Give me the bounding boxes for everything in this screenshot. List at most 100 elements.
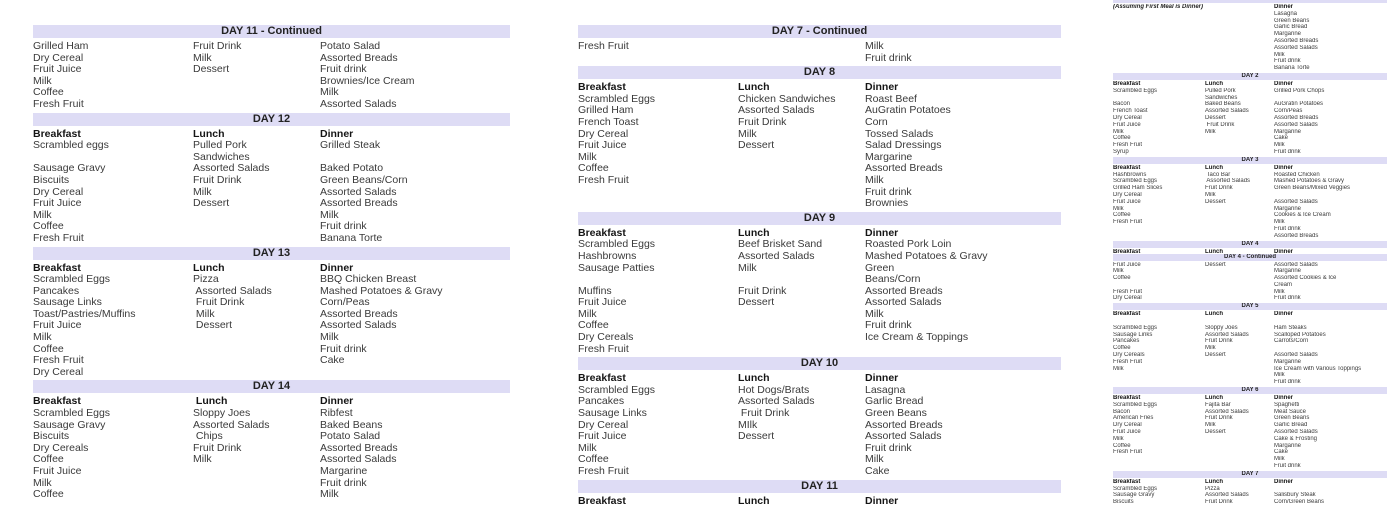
menu-item: Sandwiches (1205, 94, 1238, 101)
menu-row: Milk Milk (33, 210, 510, 222)
menu-row: Bacon Baked Beans AuGratin Potatoes (1113, 101, 1387, 108)
menu-item: Cake (865, 466, 890, 477)
menu-item: Assorted Salads (320, 186, 397, 198)
meal-columns-row: Breakfast Lunch Dinner (33, 263, 510, 275)
menu-item: Fruit drink (320, 64, 367, 76)
menu-item: Dessert (738, 140, 775, 152)
day-header: DAY 14 (33, 380, 510, 394)
menu-item: Fruit drink (1274, 148, 1301, 155)
menu-item: Fresh Fruit (33, 355, 84, 367)
menu-item: Syrup (1113, 148, 1129, 155)
meal-column-header: Lunch (738, 227, 770, 239)
menu-item: Scrambled Eggs (1113, 485, 1158, 492)
menu-item (738, 454, 865, 466)
menu-item: Scrambled Eggs (1113, 178, 1158, 185)
menu-item: Assorted Salads (1205, 408, 1249, 415)
menu-item: Fruit Drink (193, 174, 242, 186)
menu-item: Dessert (1205, 198, 1226, 205)
menu-row: Biscuits Fruit Drink Green Beans/Corn (33, 175, 510, 187)
menu-item (738, 443, 865, 455)
menu-item: Roast Beef (865, 93, 917, 105)
menu-item: Fresh Fruit (578, 343, 629, 355)
menu-item: Assorted Salads (1274, 44, 1318, 51)
menu-item: Dry Cereal (1113, 191, 1142, 198)
menu-row: Dry Cereal Milk Assorted Breads (33, 53, 510, 65)
menu-item: Bacon (1113, 101, 1131, 108)
menu-row: Fruit drink (1113, 226, 1387, 233)
menu-item (1274, 95, 1387, 102)
menu-row: Fruit Juice Dessert Assorted Salads (578, 297, 1061, 309)
menu-item: Milk (320, 209, 339, 221)
menu-row: Fruit drink (1113, 379, 1387, 386)
menu-item: Scrambled Eggs (1113, 324, 1158, 331)
menu-item: Sloppy Joes (1205, 324, 1238, 331)
menu-row: Coffee Assorted Breads (578, 163, 1061, 175)
meal-column-header: Lunch (1205, 248, 1223, 253)
menu-row: Coffee Milk (1113, 345, 1387, 352)
menu-row: Coffee Fruit drink (578, 320, 1061, 332)
menu-row: Hashbrowns Taco Bar Roasted Chicken (1113, 172, 1387, 179)
menu-item: Milk (193, 454, 212, 466)
menu-item: Cream (1274, 281, 1293, 288)
menu-item: French Toast (1113, 108, 1148, 115)
menu-row: Assorted Breads (1113, 233, 1387, 240)
menu-item: Sausage Gravy (1113, 492, 1155, 499)
menu-item: Scrambled Eggs (33, 274, 111, 286)
day-header: DAY 11 (578, 479, 1061, 493)
meal-columns-row: Breakfast Lunch Dinner (1113, 81, 1387, 88)
menu-item (1205, 45, 1274, 52)
menu-item: Assorted Salads (1274, 121, 1318, 128)
menu-item: Coffee (33, 454, 64, 466)
menu-item (738, 344, 865, 356)
menu-item: Scrambled Eggs (578, 384, 656, 396)
menu-item: Mashed Potatoes & Gravy (865, 250, 988, 262)
menu-item (1205, 318, 1274, 325)
menu-item (1205, 275, 1274, 282)
menu-item: Pizza (1205, 485, 1220, 492)
day-header-continued: DAY 4 - Continued (1113, 253, 1387, 261)
menu-item: Dry Cereal (33, 52, 84, 64)
menu-item: Pizza (193, 274, 219, 286)
menu-item: Milk (738, 262, 757, 274)
meal-column-header: Dinner (865, 373, 899, 385)
menu-item: Grilled Pork Chops (1274, 87, 1325, 94)
menu-item (193, 466, 320, 478)
menu-item (738, 274, 865, 286)
menu-item: Fruit Juice (578, 297, 627, 309)
menu-item (1113, 463, 1205, 470)
menu-item: Coffee (33, 343, 64, 355)
menu-row: Fruit Juice Dessert Assorted Salads (578, 431, 1061, 443)
menu-item: Fresh Fruit (1113, 219, 1143, 226)
menu-item: Lasagna (865, 384, 906, 396)
day-header: DAY 12 (33, 112, 510, 126)
menu-item: Mashed Potatoes & Gravy (320, 285, 443, 297)
meal-column-header: Lunch (193, 396, 228, 408)
menu-row: Fruit Juice Dessert Fruit drink (33, 64, 510, 76)
menu-item (1113, 58, 1205, 65)
menu-item: Dry Cereals (33, 442, 89, 454)
menu-item: Grilled Ham (33, 41, 89, 52)
menu-item: Fruit Drink (738, 408, 790, 420)
menu-item: Scrambled Eggs (578, 93, 656, 105)
menu-item: Sausage Gravy (33, 163, 106, 175)
meal-column-header: Breakfast (578, 495, 626, 507)
menu-item: Milk (1113, 268, 1124, 275)
menu-item (33, 152, 193, 164)
menu-row: Fresh Fruit (578, 344, 1061, 356)
menu-row: Scrambled Eggs Pizza BBQ Chicken Breast (33, 274, 510, 286)
menu-row: Fresh Fruit Milk (1113, 142, 1387, 149)
menu-item (1205, 463, 1274, 470)
menu-item: Assorted Salads (865, 431, 942, 443)
meal-column-header: Lunch (738, 373, 770, 385)
menu-item: Hot Dogs/Brats (738, 384, 810, 396)
menu-item: Assorted Salads (1274, 261, 1318, 268)
menu-item: Pulled Pork (193, 140, 247, 152)
menu-item: Cake (320, 355, 345, 367)
menu-row: Sausage Patties Milk Green (578, 263, 1061, 275)
menu-row: Fruit Juice Fruit Drink Assorted Salads (1113, 122, 1387, 129)
menu-item: Assorted Salads (320, 320, 397, 332)
menu-row: Scrambled Eggs Pulled Pork Grilled Pork Ch… (1113, 88, 1387, 95)
menu-item: Milk (1274, 219, 1285, 226)
menu-item: Fruit Drink (193, 297, 245, 309)
menu-item: Mashed Potatoes & Gravy (1274, 178, 1345, 185)
